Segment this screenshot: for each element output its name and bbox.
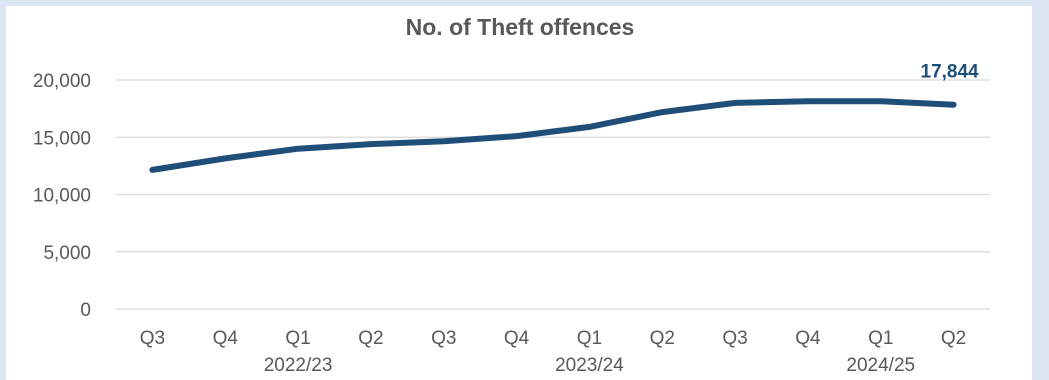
y-axis-tick-labels: 0 5,000 10,000 15,000 20,000 bbox=[33, 71, 91, 321]
y-tick-label: 10,000 bbox=[33, 186, 91, 207]
x-year-label: 2024/25 bbox=[846, 355, 915, 376]
data-labels: 17,844 bbox=[921, 62, 980, 83]
y-tick-label: 15,000 bbox=[33, 128, 91, 149]
x-year-label: 2023/24 bbox=[555, 355, 624, 376]
x-tick-label: Q1 bbox=[868, 328, 893, 349]
x-tick-label: Q2 bbox=[650, 328, 675, 349]
x-tick-label: Q2 bbox=[358, 328, 383, 349]
x-tick-label: Q3 bbox=[722, 328, 747, 349]
data-label: 17,844 bbox=[921, 62, 980, 83]
chart-title: No. of Theft offences bbox=[405, 14, 635, 40]
x-tick-label: Q3 bbox=[140, 328, 165, 349]
series-line bbox=[149, 98, 957, 173]
x-tick-label: Q4 bbox=[504, 328, 530, 349]
y-tick-label: 20,000 bbox=[33, 71, 91, 92]
series-layer bbox=[149, 98, 957, 173]
gridlines bbox=[116, 79, 990, 310]
y-tick-label: 5,000 bbox=[43, 243, 91, 264]
y-tick-label: 0 bbox=[80, 300, 91, 321]
x-tick-label: Q1 bbox=[577, 328, 602, 349]
x-tick-label: Q3 bbox=[431, 328, 456, 349]
x-tick-label: Q1 bbox=[285, 328, 310, 349]
x-axis-tick-labels: Q3 Q4 Q1 Q2 Q3 Q4 Q1 Q2 Q3 Q4 Q1 Q2 2022/23 2023/24 20… bbox=[140, 328, 967, 376]
x-tick-label: Q4 bbox=[213, 328, 239, 349]
x-tick-label: Q4 bbox=[795, 328, 821, 349]
x-tick-label: Q2 bbox=[941, 328, 966, 349]
chart-panel bbox=[6, 6, 1032, 380]
x-year-label: 2022/23 bbox=[264, 355, 333, 376]
